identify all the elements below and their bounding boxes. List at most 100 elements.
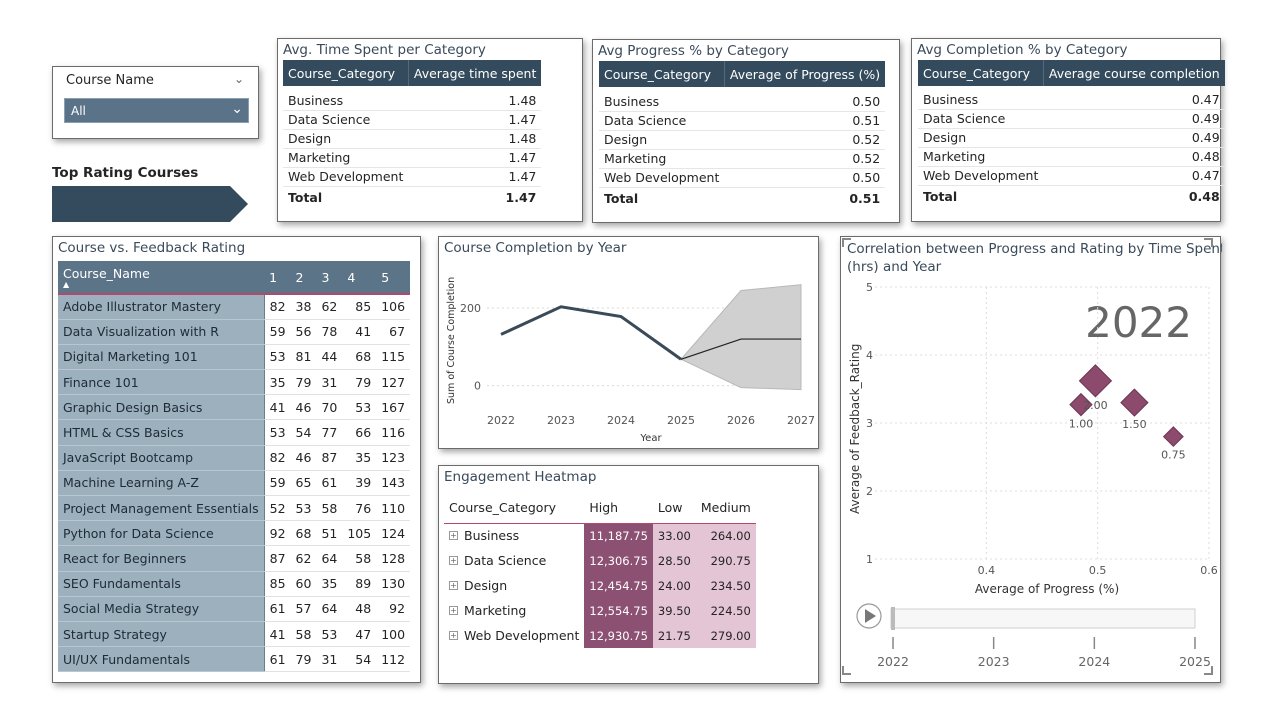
table-row: Web Development 0.50 [599, 168, 886, 188]
table-row[interactable]: + Web Development 12,930.75 21.75 279.00 [444, 623, 756, 648]
column-header[interactable]: Average course completion [1042, 60, 1225, 86]
table-row[interactable]: Social Media Strategy 61 57 64 48 92 [58, 596, 411, 622]
table-row: Data Science 1.47 [283, 110, 542, 130]
category-cell: + Design [444, 573, 584, 598]
rating-count-cell: 39 [342, 470, 377, 497]
engagement-value-cell: 290.75 [695, 548, 756, 573]
table-row: Data Science 0.51 [599, 111, 886, 131]
rating-count-cell: 53 [264, 344, 291, 371]
table-row[interactable]: React for Beginners 87 62 64 58 128 [58, 545, 411, 572]
column-header[interactable]: 2 [290, 261, 317, 295]
rating-count-cell: 130 [376, 571, 411, 597]
table-row[interactable]: Python for Data Science 92 68 51 105 124 [58, 520, 411, 547]
column-header[interactable]: 5 [376, 261, 411, 295]
total-row: Total 1.47 [283, 185, 542, 208]
column-header[interactable]: Course_Category [288, 65, 395, 81]
play-axis-handle[interactable] [891, 607, 895, 630]
table-row[interactable]: Finance 101 35 79 31 79 127 [58, 369, 411, 396]
rating-count-cell: 123 [376, 445, 411, 471]
table-row[interactable]: Startup Strategy 41 58 53 47 100 [58, 621, 411, 648]
y-axis-label: Average of Feedback_Rating [848, 344, 862, 514]
column-header[interactable]: 1 [264, 261, 291, 295]
chart-title-line-2: (hrs) and Year [847, 259, 942, 275]
table-row[interactable]: Digital Marketing 101 53 81 44 68 115 [58, 344, 411, 371]
table-row[interactable]: Graphic Design Basics 41 46 70 53 167 [58, 394, 411, 421]
dropdown-value: All [71, 104, 86, 118]
column-header[interactable]: Low [652, 492, 696, 524]
engagement-value-cell: 39.50 [652, 598, 696, 623]
x-tick-label: 2025 [667, 414, 695, 427]
rating-count-cell: 52 [264, 495, 291, 522]
rating-count-cell: 82 [264, 445, 291, 471]
scatter-point[interactable] [1162, 426, 1184, 448]
chevron-down-icon[interactable]: ⌄ [233, 72, 244, 86]
card-title: Avg Completion % by Category [917, 42, 1128, 58]
table-row[interactable]: Data Visualization with R 59 56 78 41 67 [58, 319, 411, 345]
table-row[interactable]: SEO Fundamentals 85 60 35 89 130 [58, 571, 411, 597]
column-header[interactable]: 4 [342, 261, 377, 295]
rating-count-cell: 61 [316, 470, 343, 497]
table-row: Marketing 1.47 [283, 148, 542, 168]
table-row[interactable]: + Data Science 12,306.75 28.50 290.75 [444, 548, 756, 573]
rating-count-cell: 54 [290, 419, 317, 446]
expand-plus-icon[interactable]: + [449, 581, 458, 590]
expand-plus-icon[interactable]: + [449, 631, 458, 640]
rating-count-cell: 79 [342, 369, 377, 396]
progress-rating-scatter-chart[interactable]: Correlation between Progress and Rating … [841, 237, 1225, 684]
expand-plus-icon[interactable]: + [449, 606, 458, 615]
column-header[interactable]: Course_Category [923, 65, 1030, 81]
table-row[interactable]: Machine Learning A-Z 59 65 61 39 143 [58, 470, 411, 497]
rating-count-cell: 128 [376, 545, 411, 572]
column-header[interactable]: Course_Category [604, 66, 711, 82]
column-header[interactable]: Average of Progress (%) [723, 61, 886, 87]
table-row[interactable]: + Business 11,187.75 33.00 264.00 [444, 523, 756, 548]
table-row[interactable]: UI/UX Fundamentals 61 79 31 54 112 [58, 646, 411, 673]
column-header[interactable]: Course_Category [444, 492, 585, 524]
engagement-value-cell: 12,454.75 [584, 573, 653, 598]
rating-count-cell: 115 [376, 344, 411, 371]
table-row[interactable]: Project Management Essentials 52 53 58 76 110 [58, 495, 411, 522]
engagement-value-cell: 33.00 [652, 523, 696, 548]
table-row: Marketing 0.48 [918, 147, 1225, 167]
table-row[interactable]: + Marketing 12,554.75 39.50 224.50 [444, 598, 756, 623]
course-name-slicer[interactable]: Course Name ⌄ All ⌄ [52, 66, 259, 139]
rating-count-cell: 44 [316, 344, 343, 371]
course-name-cell: SEO Fundamentals [58, 571, 265, 597]
table-row[interactable]: HTML & CSS Basics 53 54 77 66 116 [58, 419, 411, 446]
top-rating-courses-button[interactable] [52, 186, 248, 222]
column-header-course-name[interactable]: Course_Name ▲ [58, 261, 265, 295]
rating-count-cell: 38 [290, 294, 317, 320]
course-name-cell: Machine Learning A-Z [58, 470, 265, 497]
rating-count-cell: 87 [264, 545, 291, 572]
column-header[interactable]: Average time spent [407, 60, 542, 86]
course-name-dropdown[interactable]: All ⌄ [64, 98, 249, 123]
rating-count-cell: 70 [316, 394, 343, 421]
rating-count-cell: 68 [342, 344, 377, 371]
column-header[interactable]: 3 [316, 261, 343, 295]
scatter-point[interactable] [1120, 388, 1149, 417]
expand-plus-icon[interactable]: + [449, 556, 458, 565]
column-header[interactable]: High [584, 492, 653, 524]
play-axis-year: 2023 [978, 654, 1010, 669]
rating-count-cell: 62 [316, 294, 343, 320]
scatter-point[interactable] [1078, 364, 1113, 398]
x-tick-label: 2022 [487, 414, 515, 427]
table-row[interactable]: Adobe Illustrator Mastery 82 38 62 85 106 [58, 294, 411, 320]
scatter-point[interactable] [1069, 392, 1093, 417]
y-tick-label: 1 [866, 553, 873, 566]
rating-count-cell: 41 [264, 394, 291, 421]
expand-plus-icon[interactable]: + [449, 531, 458, 541]
column-header[interactable]: Medium [695, 492, 756, 524]
rating-count-cell: 53 [342, 394, 377, 421]
rating-count-cell: 64 [316, 545, 343, 572]
rating-count-cell: 31 [316, 646, 343, 673]
course-completion-line-chart[interactable]: Course Completion by Year Sum of Course … [439, 237, 820, 450]
play-axis-track[interactable] [890, 608, 1196, 629]
card-title: Avg Progress % by Category [598, 43, 789, 59]
course-completion-line-card: Course Completion by Year Sum of Course … [438, 236, 819, 449]
y-axis-label: Sum of Course Completion [446, 277, 457, 404]
table-row[interactable]: + Design 12,454.75 24.00 234.50 [444, 573, 756, 598]
rating-count-cell: 87 [316, 445, 343, 471]
engagement-value-cell: 21.75 [652, 623, 696, 648]
table-row[interactable]: JavaScript Bootcamp 82 46 87 35 123 [58, 445, 411, 471]
